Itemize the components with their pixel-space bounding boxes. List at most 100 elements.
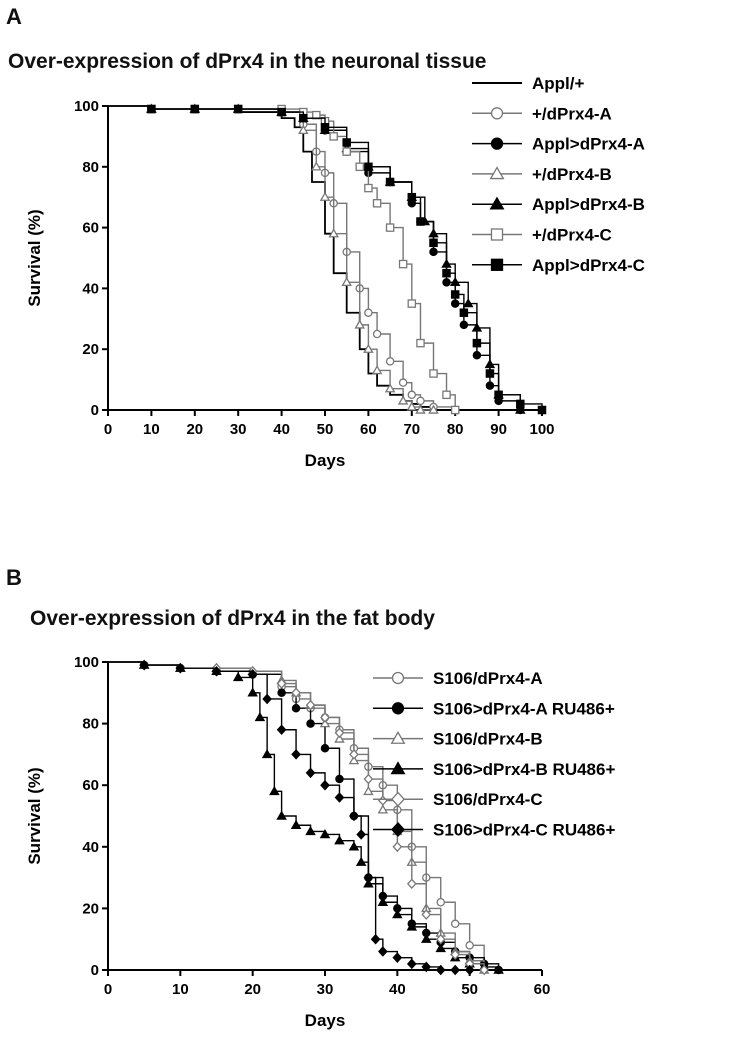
x-tick-label: 20 [244, 981, 261, 998]
data-point [175, 662, 186, 674]
data-point [363, 785, 374, 796]
data-point [305, 767, 316, 779]
y-tick-label: 20 [82, 341, 99, 358]
legend: S106/dPrx4-A S106>dPrx4-A RU486+ S106/dPrx… [373, 669, 615, 840]
series-line [108, 105, 434, 411]
data-point [254, 711, 266, 722]
data-point [415, 404, 426, 414]
data-point [311, 161, 322, 171]
data-point [407, 299, 417, 308]
legend-item: Appl>dPrx4-B [472, 195, 645, 214]
data-point [436, 897, 445, 907]
x-axis-label: Days [305, 1011, 346, 1030]
data-point [421, 961, 432, 973]
series-dprx4-a [108, 104, 460, 415]
data-point [378, 946, 388, 957]
x-tick-label: 50 [317, 421, 334, 438]
data-point [406, 921, 418, 931]
data-point [319, 829, 331, 839]
data-point [363, 773, 374, 785]
data-point [465, 941, 474, 950]
y-tick-label: 60 [82, 777, 99, 794]
data-point [516, 399, 525, 409]
legend-marker [390, 730, 406, 744]
chart-plot-area: 0 20 40 60 80 100 0 10 20 30 40 50 60 Days Survival (%… [25, 654, 615, 1030]
data-point [416, 217, 425, 226]
data-point [464, 964, 475, 976]
data-point [459, 308, 469, 317]
x-tick-label: 10 [172, 981, 189, 998]
figure-panel-b: B Over-expression of dPrx4 in the fat bo… [0, 525, 742, 1050]
data-point [306, 719, 315, 728]
legend-marker [490, 258, 504, 271]
x-tick-label: 30 [230, 421, 247, 438]
x-tick-label: 10 [143, 421, 160, 438]
legend-marker [490, 107, 504, 120]
legend-label: S106>dPrx4-A RU486+ [433, 699, 615, 718]
data-point [211, 665, 222, 677]
data-point [190, 104, 200, 114]
y-tick-label: 80 [82, 159, 99, 176]
x-tick-label: 90 [490, 421, 507, 438]
data-point [291, 703, 301, 713]
data-point [398, 259, 408, 269]
legend-label: +/dPrx4-B [532, 165, 612, 184]
data-point [335, 774, 344, 784]
legend-label: Appl/+ [532, 74, 584, 93]
legend-label: +/dPrx4-C [532, 226, 612, 245]
legend-item: +/dPrx4-B [472, 165, 612, 184]
data-point [298, 124, 309, 135]
data-point [371, 365, 383, 375]
data-point [459, 320, 469, 330]
legend-label: S106/dPrx4-B [433, 730, 543, 749]
y-tick-label: 100 [74, 654, 99, 671]
legend-marker [490, 137, 504, 150]
data-point [442, 390, 451, 400]
panel-label: B [6, 565, 22, 590]
data-point [276, 724, 287, 736]
legend-item: S106/dPrx4-B [373, 730, 543, 749]
data-point [247, 687, 258, 697]
data-point [372, 329, 382, 339]
data-point [349, 749, 359, 760]
x-tick-label: 60 [534, 981, 551, 998]
data-point [305, 825, 316, 836]
data-point [385, 357, 395, 366]
data-point [442, 278, 451, 287]
data-point [290, 819, 302, 829]
data-point [364, 308, 373, 317]
data-point [356, 829, 367, 840]
legend: Appl/+ +/dPrx4-A Appl>dPrx4-A +/dPrx4-B Appl… [472, 74, 645, 275]
data-point [299, 113, 308, 123]
data-point [372, 199, 382, 208]
y-tick-label: 0 [91, 962, 99, 979]
legend-marker [391, 821, 405, 838]
data-point [435, 933, 446, 945]
x-tick-label: 0 [104, 421, 112, 438]
legend-item: S106>dPrx4-A RU486+ [373, 699, 615, 718]
data-point [398, 378, 408, 387]
data-point [348, 755, 360, 765]
data-point [416, 396, 425, 406]
data-point [319, 191, 331, 201]
data-point [276, 678, 287, 689]
legend-label: S106/dPrx4-A [433, 669, 543, 688]
data-point [277, 107, 286, 117]
data-point [494, 390, 503, 400]
data-point [342, 138, 351, 147]
data-point [392, 952, 403, 963]
data-point [329, 132, 338, 141]
data-point [276, 810, 287, 820]
data-point [377, 804, 389, 814]
data-point [462, 298, 474, 308]
data-point [428, 404, 439, 414]
data-point [537, 405, 547, 415]
chart-title: Over-expression of dPrx4 in the neuronal… [8, 50, 487, 73]
data-point [450, 405, 460, 415]
data-point [355, 162, 364, 172]
x-tick-label: 30 [317, 981, 334, 998]
data-point [384, 383, 396, 393]
legend-label: S106>dPrx4-C RU486+ [433, 821, 615, 840]
series-dprx4-c [108, 104, 460, 415]
data-point [435, 964, 446, 976]
